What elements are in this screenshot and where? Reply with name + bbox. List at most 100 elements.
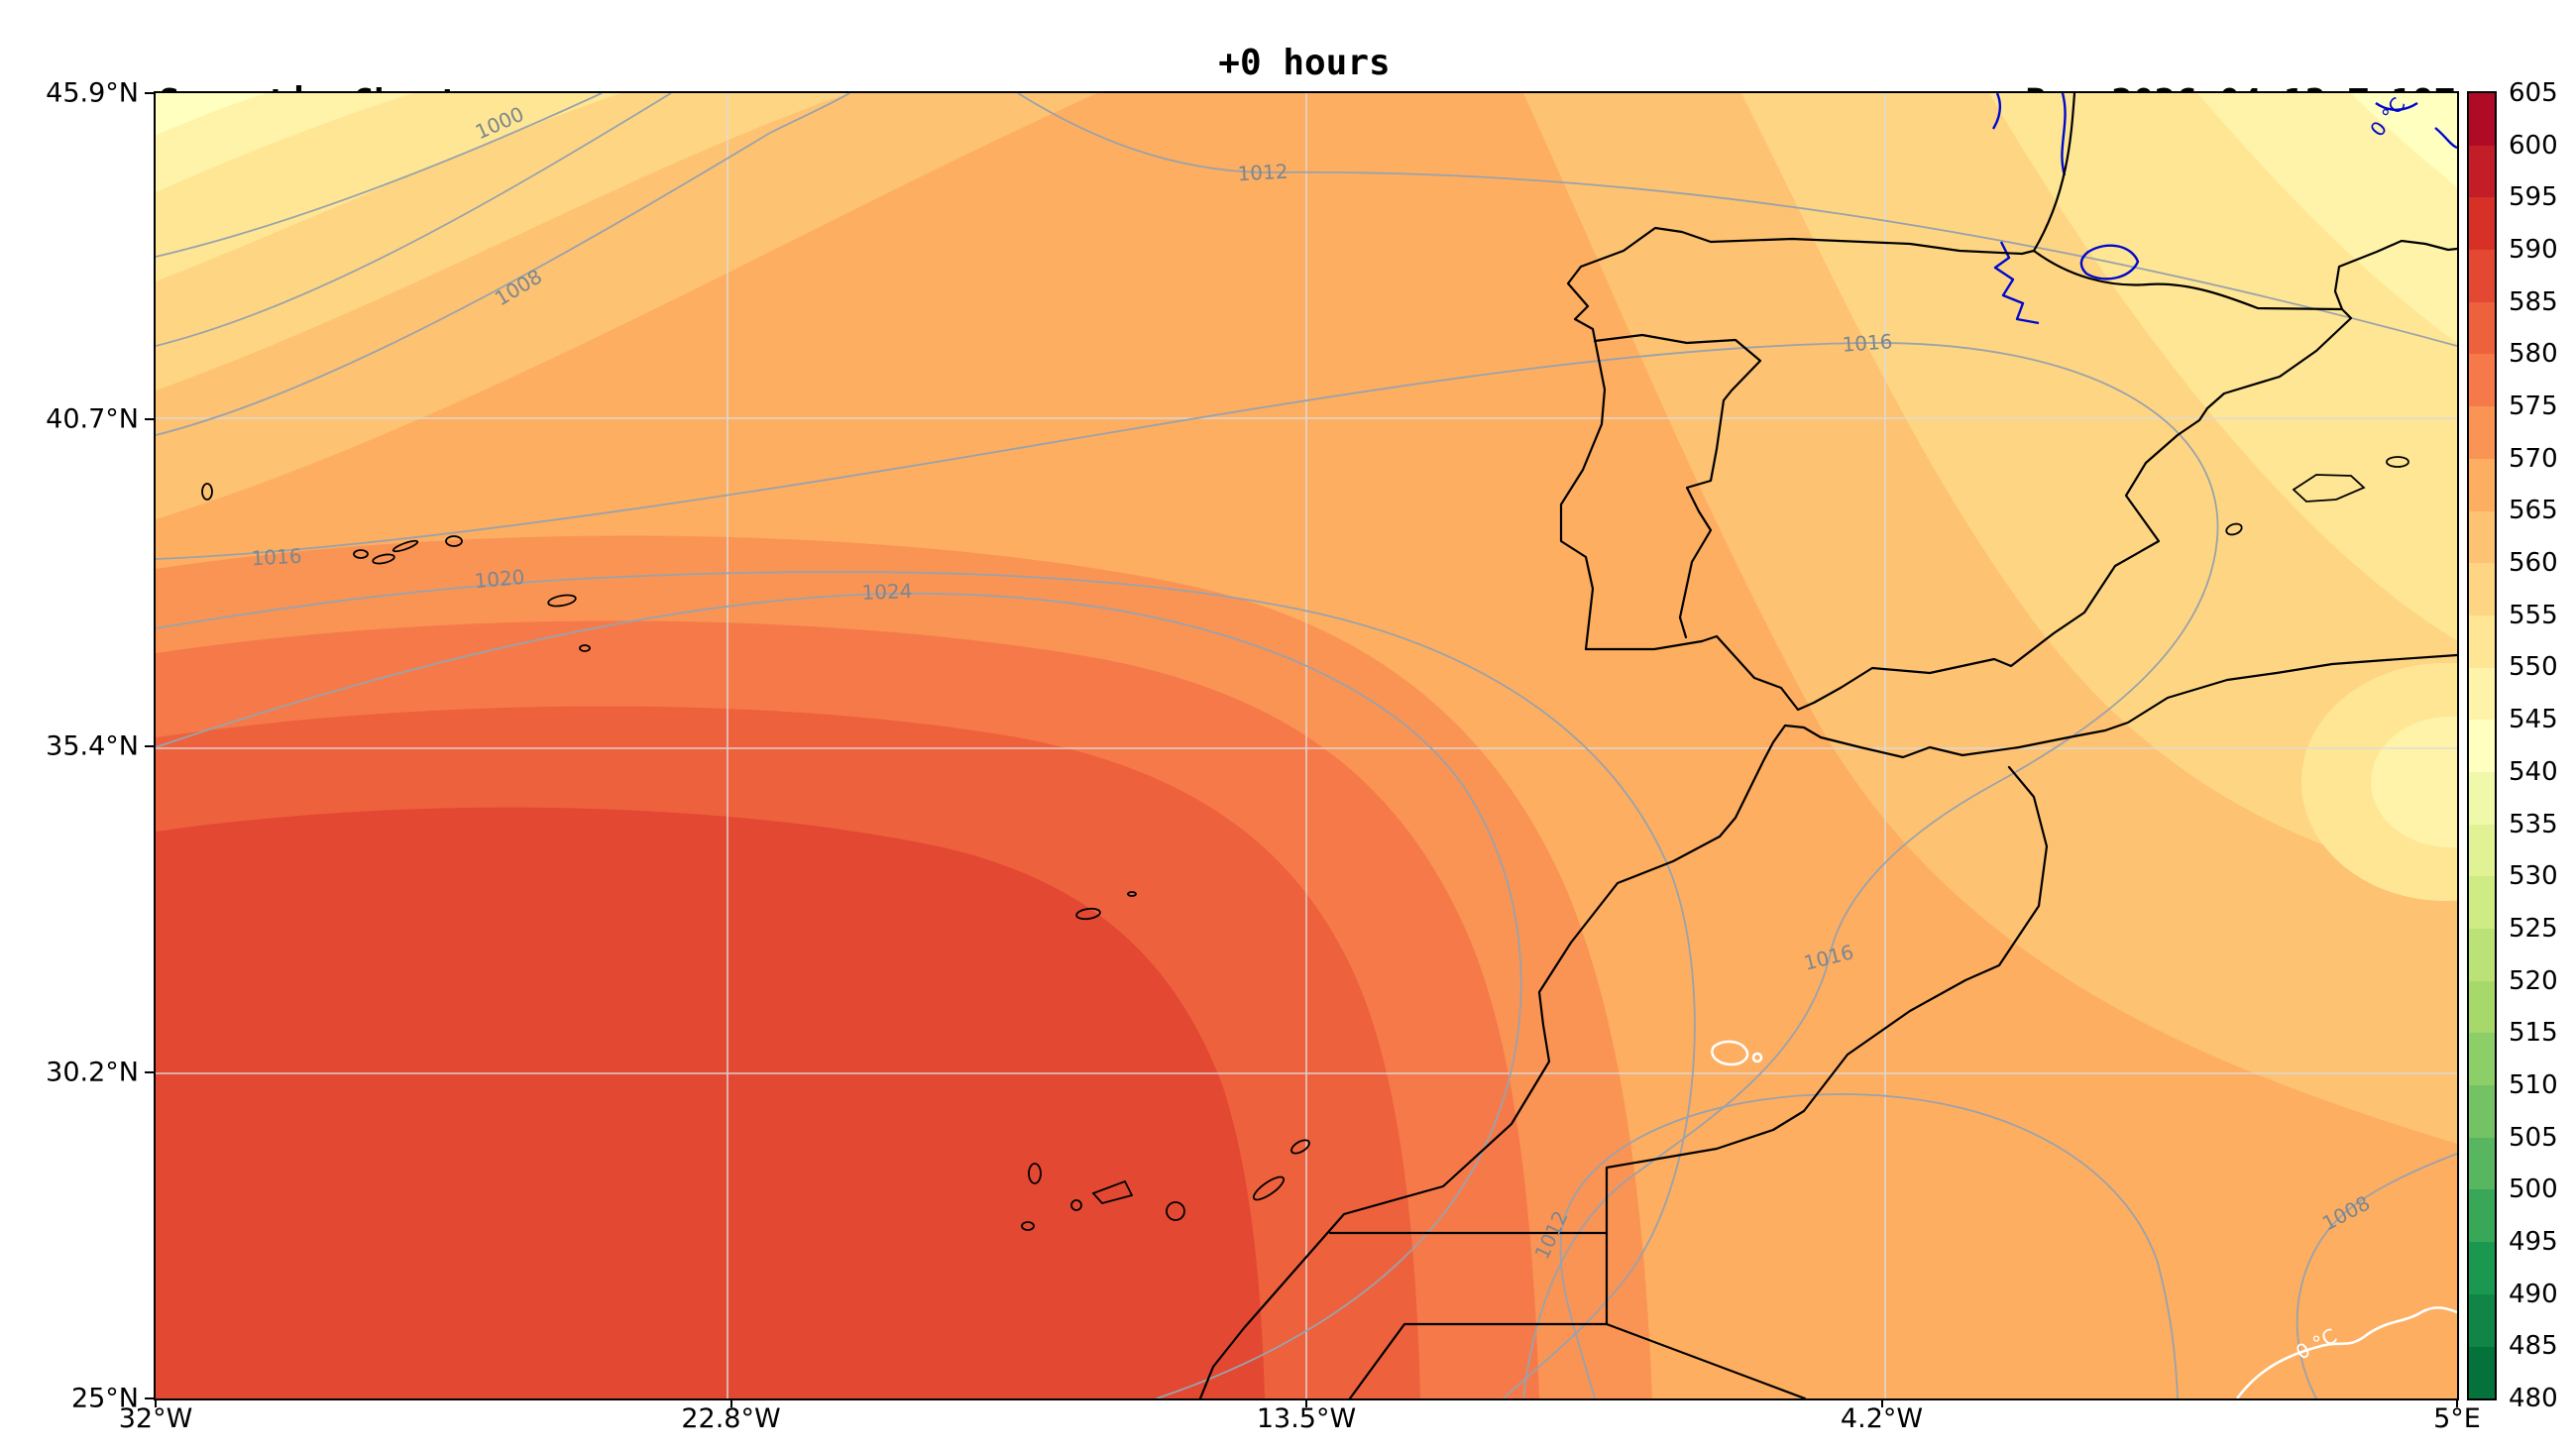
isobars bbox=[156, 93, 2457, 1398]
lead-time-label: +0 hours bbox=[1218, 43, 1391, 83]
colorbar-tick-label: 590 bbox=[2509, 235, 2558, 266]
colorbar-tick-label: 500 bbox=[2509, 1174, 2558, 1205]
isobar-1008 bbox=[156, 93, 850, 436]
colorbar-segment bbox=[2469, 250, 2495, 302]
graticule bbox=[156, 93, 2457, 1398]
lon-tick-mark bbox=[1880, 1398, 1883, 1407]
colorbar-segment bbox=[2469, 1293, 2495, 1347]
island-la-palma bbox=[1028, 1163, 1042, 1184]
colorbar-tick-label: 530 bbox=[2509, 861, 2558, 892]
island-menorca bbox=[2386, 456, 2409, 468]
colorbar-tick-label: 490 bbox=[2509, 1279, 2558, 1309]
zero-isotherm-white bbox=[1711, 1040, 2457, 1398]
lat-tick-label: 25°N bbox=[70, 1383, 139, 1414]
island-faial bbox=[353, 549, 369, 559]
colorbar-tick-labels: 605 600 595 590 585 580 575 570 565 560 555 550 545 5… bbox=[2509, 78, 2574, 1413]
border-mauritania bbox=[1605, 1322, 1807, 1398]
island-gran-canaria bbox=[1166, 1201, 1185, 1221]
colorbar-segment bbox=[2469, 1189, 2495, 1243]
colorbar-segment bbox=[2469, 1242, 2495, 1294]
lon-tick-mark bbox=[729, 1398, 732, 1407]
lon-tick-label: 22.8°W bbox=[681, 1403, 781, 1434]
colorbar-segment bbox=[2469, 1085, 2495, 1138]
colorbar-segment bbox=[2469, 876, 2495, 929]
longitude-tick-marks bbox=[155, 1398, 2458, 1407]
colorbar-tick-label: 520 bbox=[2509, 965, 2558, 996]
isobar-1016 bbox=[156, 342, 2219, 1398]
island-lanzarote bbox=[1290, 1139, 1310, 1155]
island-flores bbox=[201, 483, 213, 501]
lat-tick-label: 45.9°N bbox=[46, 77, 139, 109]
longitude-axis: 32°W 22.8°W 13.5°W 4.2°W 5°E bbox=[119, 1403, 2481, 1439]
colorbar-segment bbox=[2469, 824, 2495, 877]
colorbar-tick-label: 600 bbox=[2509, 130, 2558, 161]
colorbar-segment bbox=[2469, 563, 2495, 615]
colorbar-segment bbox=[2469, 980, 2495, 1034]
colorbar-tick-label: 560 bbox=[2509, 548, 2558, 579]
colorbar-tick-label: 525 bbox=[2509, 913, 2558, 944]
isobar-1008-southeast bbox=[2296, 1153, 2457, 1398]
colorbar-segment bbox=[2469, 720, 2495, 772]
lat-tick-mark bbox=[145, 744, 154, 747]
islands bbox=[201, 456, 2409, 1231]
border-portugal-spain bbox=[1593, 333, 1762, 639]
latitude-axis: 45.9°N 40.7°N 35.4°N 30.2°N 25°N bbox=[0, 78, 145, 1414]
lon-tick-mark bbox=[1305, 1398, 1307, 1407]
colorbar-tick-label: 555 bbox=[2509, 600, 2558, 630]
lon-tick-label: 13.5°W bbox=[1256, 1403, 1357, 1434]
colorbar-segment bbox=[2469, 406, 2495, 459]
colorbar-tick-label: 495 bbox=[2509, 1226, 2558, 1257]
colorbar bbox=[2467, 91, 2497, 1400]
lat-tick-mark bbox=[145, 92, 154, 94]
colorbar-segment bbox=[2469, 301, 2495, 355]
island-mallorca bbox=[2292, 474, 2366, 503]
lat-tick-mark bbox=[145, 418, 154, 421]
colorbar-tick-label: 535 bbox=[2509, 809, 2558, 839]
island-pico bbox=[372, 553, 395, 565]
colorbar-segment bbox=[2469, 1137, 2495, 1190]
colorbar-tick-label: 540 bbox=[2509, 756, 2558, 787]
island-el-hierro bbox=[1021, 1221, 1035, 1231]
island-sao-jorge bbox=[392, 539, 419, 553]
colorbar-tick-label: 480 bbox=[2509, 1384, 2558, 1413]
colorbar-tick-label: 545 bbox=[2509, 705, 2558, 735]
colorbar-segment bbox=[2469, 929, 2495, 981]
isobar-1000 bbox=[156, 93, 603, 258]
colorbar-segment bbox=[2469, 1033, 2495, 1086]
lat-tick-label: 40.7°N bbox=[46, 403, 139, 435]
colorbar-tick-label: 565 bbox=[2509, 496, 2558, 526]
coastline-iberia bbox=[1559, 93, 2457, 712]
colorbar-segment bbox=[2469, 614, 2495, 668]
coastlines bbox=[1198, 93, 2457, 1398]
colorbar-segment bbox=[2469, 771, 2495, 825]
colorbar-tick-label: 550 bbox=[2509, 652, 2558, 683]
map-plot: 1000 1008 1012 1016 1020 1024 1016 1016 1012 1008… bbox=[154, 91, 2459, 1400]
island-madeira bbox=[1075, 907, 1101, 921]
lat-tick-mark bbox=[145, 1397, 154, 1399]
colorbar-tick-label: 575 bbox=[2509, 391, 2558, 422]
colorbar-segment bbox=[2469, 510, 2495, 564]
island-porto-santo bbox=[1127, 891, 1137, 897]
lon-tick-mark bbox=[2456, 1398, 2458, 1407]
colorbar-segment bbox=[2469, 458, 2495, 511]
colorbar-tick-label: 505 bbox=[2509, 1122, 2558, 1153]
colorbar-segment bbox=[2469, 197, 2495, 251]
colorbar-tick-label: 485 bbox=[2509, 1331, 2558, 1362]
colorbar-tick-label: 580 bbox=[2509, 339, 2558, 370]
colorbar-segment bbox=[2469, 667, 2495, 721]
island-santa-maria bbox=[579, 644, 591, 652]
coastline-africa bbox=[1198, 653, 2457, 1398]
isobar-1012 bbox=[1017, 93, 2457, 347]
zero-isotherm-blue bbox=[1991, 93, 2457, 325]
lon-tick-label: 32°W bbox=[118, 1403, 193, 1434]
border-morocco-algeria bbox=[1605, 765, 2049, 1235]
colorbar-segment bbox=[2469, 145, 2495, 198]
lat-tick-label: 35.4°N bbox=[46, 730, 139, 761]
isobar-1024 bbox=[156, 592, 1522, 1398]
map-canvas bbox=[156, 93, 2457, 1398]
lon-tick-label: 4.2°W bbox=[1840, 1403, 1924, 1434]
colorbar-tick-label: 595 bbox=[2509, 182, 2558, 213]
colorbar-segment bbox=[2469, 1346, 2495, 1399]
island-tenerife bbox=[1091, 1179, 1134, 1205]
isobar-1020 bbox=[156, 571, 1696, 1398]
